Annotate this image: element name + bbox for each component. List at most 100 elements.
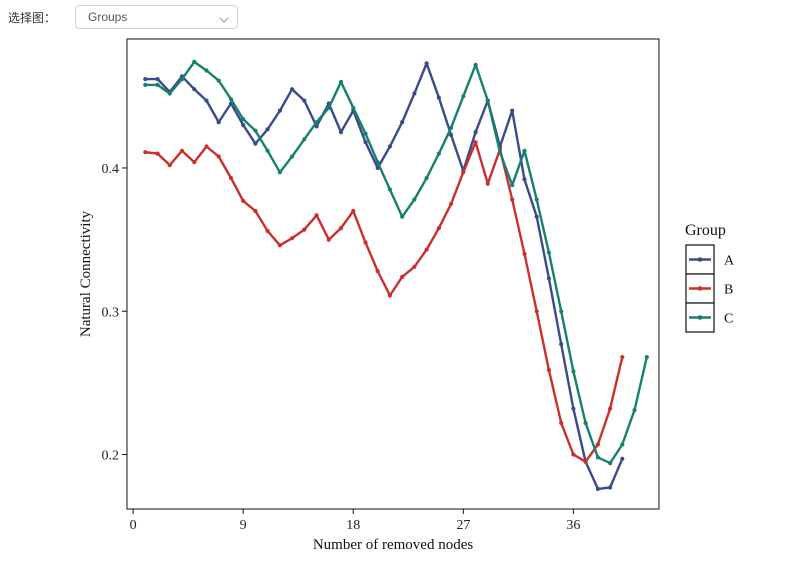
- data-point: [522, 251, 527, 256]
- data-point: [216, 154, 221, 159]
- x-tick-label: 36: [566, 518, 580, 533]
- data-point: [546, 250, 552, 255]
- data-point: [412, 264, 417, 269]
- chevron-down-icon: [219, 10, 229, 23]
- data-point: [179, 148, 185, 153]
- data-point: [559, 342, 564, 347]
- data-point: [534, 309, 539, 314]
- data-point: [265, 127, 270, 132]
- data-point: [338, 226, 344, 231]
- data-point: [620, 456, 625, 461]
- series-line: [145, 62, 624, 491]
- data-point: [559, 309, 564, 314]
- data-point: [216, 120, 221, 125]
- legend-key-point: [697, 286, 703, 291]
- data-point: [277, 108, 282, 113]
- data-point: [314, 213, 319, 218]
- legend-label: A: [724, 254, 735, 269]
- data-point: [387, 187, 392, 192]
- data-point: [387, 144, 392, 149]
- chart-select-dropdown[interactable]: Groups: [75, 5, 238, 29]
- data-point: [265, 228, 270, 234]
- x-axis-ticks: 0 9 18 27 36: [130, 509, 580, 533]
- data-point: [241, 198, 246, 203]
- data-point: [326, 237, 331, 242]
- data-point: [253, 208, 258, 214]
- data-point: [571, 452, 576, 457]
- data-point: [510, 197, 515, 202]
- data-point: [143, 150, 148, 155]
- data-point: [436, 95, 441, 100]
- data-point: [534, 197, 539, 202]
- data-point: [179, 77, 185, 82]
- data-point: [167, 163, 172, 168]
- series-C: [143, 59, 649, 466]
- y-tick-label: 0.2: [102, 449, 120, 464]
- data-point: [449, 201, 454, 206]
- x-tick-label: 9: [240, 518, 247, 533]
- data-point: [608, 485, 613, 490]
- data-point: [302, 227, 307, 232]
- data-point: [412, 197, 417, 202]
- data-point: [436, 226, 441, 231]
- data-point: [228, 175, 234, 181]
- chart-select-value: Groups: [88, 10, 128, 24]
- y-tick-label: 0.3: [102, 305, 120, 320]
- legend-key-point: [697, 315, 703, 320]
- data-point: [559, 420, 564, 426]
- legend-title: Group: [685, 222, 726, 239]
- data-point: [522, 177, 527, 182]
- data-point: [546, 276, 552, 281]
- data-point: [632, 408, 637, 413]
- legend-key-point: [697, 257, 703, 262]
- data-point: [436, 151, 441, 156]
- data-point: [473, 62, 478, 67]
- data-point: [522, 148, 527, 153]
- data-point: [461, 170, 466, 175]
- data-point: [424, 61, 429, 66]
- data-point: [485, 181, 490, 186]
- data-point: [608, 461, 613, 466]
- x-tick-label: 0: [130, 518, 137, 533]
- data-point: [375, 160, 380, 165]
- series-line: [145, 140, 624, 463]
- data-point: [277, 170, 282, 175]
- data-point: [424, 247, 429, 252]
- data-point: [424, 175, 429, 181]
- data-point: [204, 144, 209, 149]
- data-point: [265, 148, 270, 153]
- data-point: [644, 355, 649, 360]
- data-point: [167, 91, 172, 96]
- data-point: [534, 214, 539, 219]
- data-point: [241, 122, 246, 128]
- y-tick-label: 0.4: [102, 162, 120, 177]
- data-point: [449, 125, 454, 130]
- data-point: [375, 269, 380, 274]
- chart-select-label: 选择图：: [8, 11, 57, 25]
- data-point: [620, 355, 625, 360]
- data-point: [620, 442, 625, 447]
- series-B: [143, 140, 625, 464]
- y-axis-ticks: 0.2 0.3 0.4: [102, 162, 127, 464]
- data-point: [510, 183, 515, 188]
- data-point: [363, 131, 368, 136]
- data-point: [326, 105, 331, 110]
- data-point: [290, 154, 295, 159]
- data-point: [290, 87, 295, 92]
- data-point: [510, 108, 515, 113]
- data-point: [338, 130, 344, 135]
- data-point: [253, 128, 258, 133]
- data-point: [583, 420, 588, 426]
- data-point: [253, 141, 258, 146]
- data-point: [314, 120, 319, 125]
- data-point: [363, 140, 368, 145]
- data-point: [400, 274, 405, 279]
- x-tick-label: 18: [346, 518, 360, 533]
- data-point: [363, 240, 368, 245]
- data-point: [155, 151, 160, 156]
- data-point: [155, 82, 160, 87]
- legend: Group ABC: [685, 222, 735, 333]
- data-point: [595, 455, 601, 460]
- data-point: [241, 117, 246, 122]
